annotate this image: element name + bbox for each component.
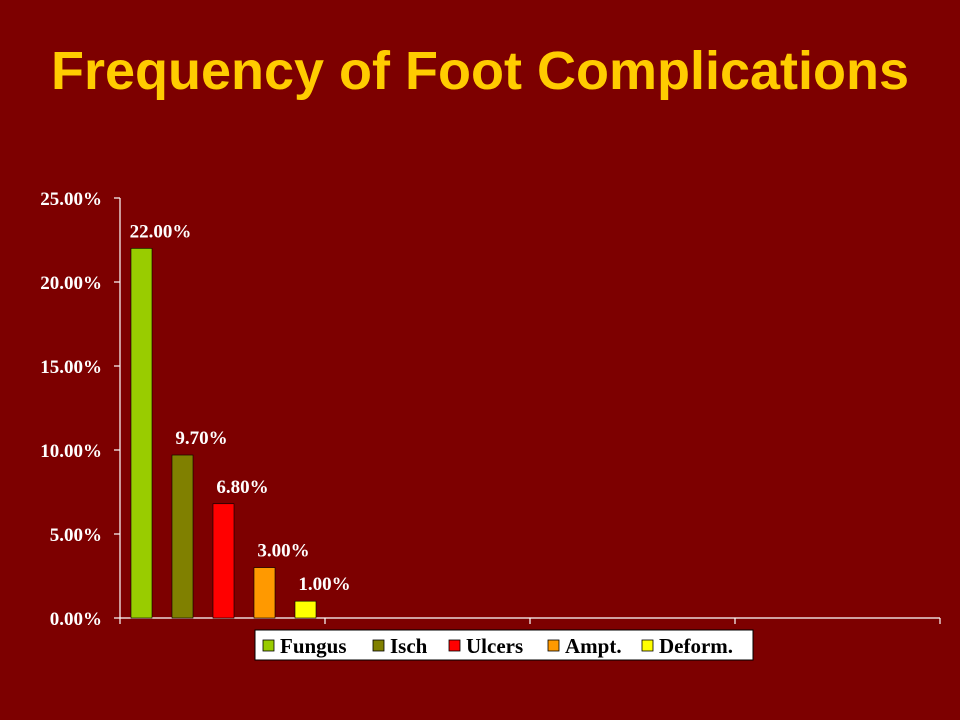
legend-swatch <box>547 639 560 652</box>
data-label: 6.80% <box>216 477 268 498</box>
chart-bars <box>130 248 317 619</box>
legend-label: Ampt. <box>565 634 622 658</box>
legend-swatch <box>262 639 275 652</box>
data-label: 1.00% <box>298 574 350 595</box>
bar-isch <box>171 454 194 619</box>
legend-label: Isch <box>390 634 428 658</box>
legend-label: Ulcers <box>466 634 523 658</box>
legend-swatch <box>372 639 385 652</box>
legend-label: Fungus <box>280 634 347 658</box>
legend-label: Deform. <box>659 634 733 658</box>
bar-fungus <box>130 248 153 619</box>
y-tick-label: 5.00% <box>50 525 102 546</box>
legend-box <box>254 629 754 661</box>
y-tick-label: 0.00% <box>50 609 102 630</box>
chart-legend: Fungus Isch Ulcers Ampt. Deform. <box>254 629 754 661</box>
data-label: 9.70% <box>175 428 227 449</box>
y-tick-label: 15.00% <box>40 357 102 378</box>
legend-swatch <box>641 639 654 652</box>
chart-data-labels: 22.00% 9.70% 6.80% 3.00% 1.00% <box>130 221 351 595</box>
slide-title: Frequency of Foot Complications <box>50 41 910 101</box>
y-tick-label: 10.00% <box>40 441 102 462</box>
bar-deform <box>294 600 317 619</box>
bar-ampt <box>253 567 276 619</box>
legend-swatch <box>448 639 461 652</box>
bar-ulcers <box>212 503 235 619</box>
data-label: 3.00% <box>257 541 309 562</box>
y-tick-label: 20.00% <box>40 273 102 294</box>
data-label: 22.00% <box>130 221 192 242</box>
chart-axes: 0.00% 5.00% 10.00% 15.00% 20.00% 25.00% <box>40 189 941 630</box>
y-tick-label: 25.00% <box>40 189 102 210</box>
